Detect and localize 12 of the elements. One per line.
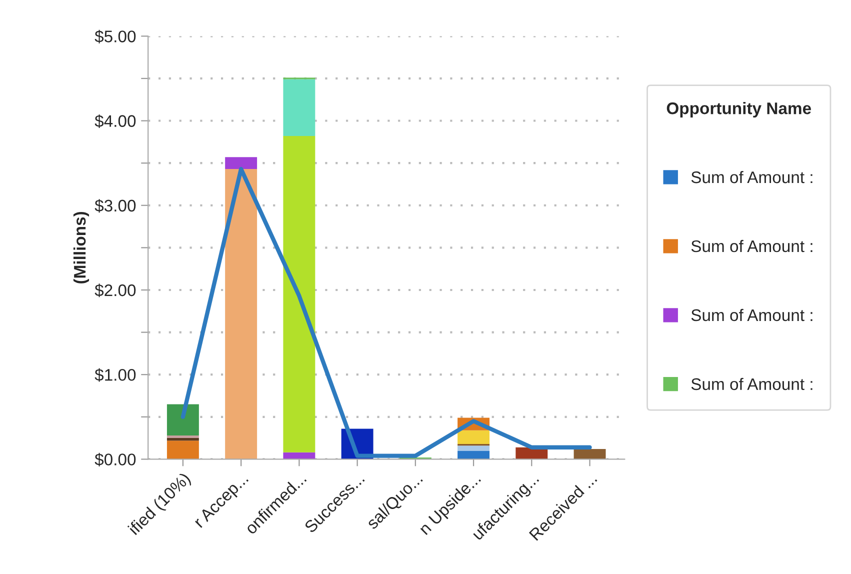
y-tick-label: $1.00 [94,368,136,382]
legend-label: Sum of Amount : [691,240,812,252]
y-tick-label: $2.00 [94,284,136,298]
y-tick-label: $5.00 [94,30,136,44]
y-axis-title: (Millions) [73,212,90,284]
legend-label: Sum of Amount : [691,378,812,390]
y-tick-label: $3.00 [94,199,136,213]
y-tick-label: $4.00 [94,114,136,128]
legend-label: Sum of Amount : [691,308,812,322]
y-tick-label: $0.00 [94,452,136,466]
legend-label: Sum of Amount : [691,170,812,184]
legend-title: Opportunity Name [666,102,811,118]
